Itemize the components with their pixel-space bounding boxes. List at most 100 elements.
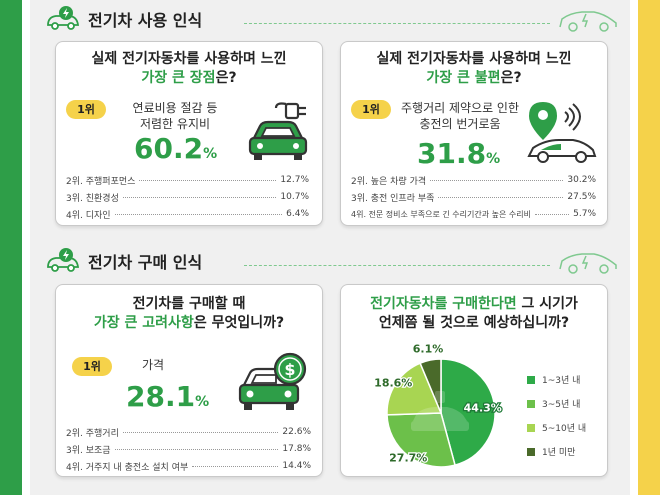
section-rule [244, 265, 550, 266]
rank-label: 4위. 전문 정비소 부족으로 긴 수리기간과 높은 수리비 [351, 209, 531, 219]
ev-car-plug-icon [248, 102, 308, 160]
car-watermark-icon [411, 391, 469, 431]
rank-badge: 1위 [66, 100, 106, 119]
right-edge-bar [638, 0, 660, 495]
dot-leader [122, 196, 277, 198]
section-purchase-title: 전기차 구매 인식 [88, 253, 203, 272]
legend-swatch [527, 399, 535, 408]
disadvantage-top-label-line2: 충전의 번거로움 [419, 117, 501, 131]
ev-charging-car-icon [47, 6, 80, 30]
consideration-top-label: 가격 [142, 358, 165, 372]
rank-label: 2위. 높은 차량 가격 [351, 176, 427, 187]
advantage-top-label: 연료비용 절감 등 저렴한 유지비 [116, 100, 234, 132]
consideration-question: 전기차를 구매할 때 가장 큰 고려사항은 무엇입니까? [56, 295, 322, 333]
rank-value: 14.4% [282, 461, 311, 471]
rank-label: 2위. 주행거리 [66, 428, 119, 439]
rank-label: 3위. 친환경성 [66, 193, 119, 204]
timing-question-rest: 그 시기가 [516, 296, 578, 312]
advantage-unit: % [203, 146, 218, 162]
list-item: 4위. 거주지 내 충전소 설치 여부 14.4% [66, 459, 311, 473]
legend-swatch [527, 375, 535, 384]
disadvantage-question-end: 은? [500, 70, 522, 86]
legend-item: 1~3년 내 [527, 373, 580, 386]
pie-slice [386, 412, 456, 468]
rank-value: 30.2% [567, 175, 596, 185]
ev-charging-car-icon [47, 248, 80, 272]
legend-swatch [527, 447, 535, 456]
list-item: 4위. 디자인 6.4% [66, 207, 309, 221]
legend-item: 3~5년 내 [527, 397, 580, 410]
pie-data-label: 6.1% [413, 342, 444, 355]
disadvantage-top-value: 31.8% [417, 137, 500, 170]
pie-data-label: 44.3% [464, 401, 502, 414]
disadvantage-question: 실제 전기자동차를 사용하며 느낀 가장 큰 불편은? [341, 50, 607, 88]
section-usage-title: 전기차 사용 인식 [88, 11, 203, 30]
legend-label: 1~3년 내 [542, 376, 581, 386]
section-usage-header: 전기차 사용 인식 [44, 3, 620, 37]
advantage-question-line2: 가장 큰 장점은? [56, 69, 322, 88]
rank-label: 4위. 거주지 내 충전소 설치 여부 [66, 462, 189, 473]
card-disadvantage: 실제 전기자동차를 사용하며 느낀 가장 큰 불편은? 1위 주행거리 제약으로… [340, 41, 608, 226]
consideration-top-value: 28.1% [126, 380, 209, 413]
dollar-car-icon: $ [238, 352, 307, 410]
rank-badge: 1위 [72, 357, 112, 376]
rank-value: 5.7% [573, 209, 596, 219]
card-consideration: 전기차를 구매할 때 가장 큰 고려사항은 무엇입니까? 1위 가격 28.1%… [55, 284, 323, 477]
list-item: 4위. 전문 정비소 부족으로 긴 수리기간과 높은 수리비 5.7% [351, 207, 596, 221]
rank-badge: 1위 [351, 100, 391, 119]
svg-text:$: $ [284, 360, 295, 379]
disadvantage-top-label-line1: 주행거리 제약으로 인한 [400, 101, 520, 115]
legend-swatch [527, 423, 535, 432]
car-outline-icon [559, 11, 617, 32]
dot-leader [114, 213, 283, 215]
list-item: 2위. 주행거리 22.6% [66, 425, 311, 439]
advantage-top-label-line2: 저렴한 유지비 [139, 117, 211, 131]
dot-leader [114, 448, 279, 450]
timing-question: 전기자동차를 구매한다면 그 시기가 언제쯤 될 것으로 예상하십니까? [341, 295, 607, 333]
disadvantage-unit: % [486, 151, 501, 167]
disadvantage-highlight: 가장 큰 불편 [426, 70, 501, 86]
timing-question-line2: 언제쯤 될 것으로 예상하십니까? [378, 315, 570, 331]
list-item: 3위. 충전 인프라 부족 27.5% [351, 190, 596, 204]
rank-value: 17.8% [282, 444, 311, 454]
disadvantage-question-line2: 가장 큰 불편은? [341, 69, 607, 88]
card-timing: 전기자동차를 구매한다면 그 시기가 언제쯤 될 것으로 예상하십니까? 44.… [340, 284, 608, 477]
advantage-rank-list: 2위. 주행퍼포먼스 12.7% 3위. 친환경성 10.7% 4위. 디자인 6.4… [66, 173, 309, 223]
legend-label: 5~10년 내 [542, 424, 587, 434]
rank-value: 22.6% [282, 427, 311, 437]
list-item: 2위. 주행퍼포먼스 12.7% [66, 173, 309, 187]
section-rule [244, 23, 550, 24]
legend-item: 5~10년 내 [527, 421, 586, 434]
pie-slice [419, 358, 442, 414]
disadvantage-question-line1: 실제 전기자동차를 사용하며 느낀 [376, 51, 572, 67]
advantage-question: 실제 전기자동차를 사용하며 느낀 가장 큰 장점은? [56, 50, 322, 88]
consideration-rank-list: 2위. 주행거리 22.6% 3위. 보조금 17.8% 4위. 거주지 내 충전소… [66, 425, 311, 475]
car-outline-icon [559, 253, 617, 274]
consideration-top-number: 28.1 [126, 380, 196, 413]
list-item: 3위. 보조금 17.8% [66, 442, 311, 456]
legend-label: 1년 미만 [542, 448, 576, 458]
dot-leader [192, 465, 279, 467]
timing-pie-chart: 44.3% 27.7% 18.6% 6.1% [373, 341, 503, 468]
pie-data-label: 18.6% [374, 376, 412, 389]
consideration-question-line1: 전기차를 구매할 때 [132, 296, 246, 312]
pie-slice [386, 362, 443, 416]
card-advantage: 실제 전기자동차를 사용하며 느낀 가장 큰 장점은? 1위 연료비용 절감 등… [55, 41, 323, 226]
left-edge-bar [0, 0, 22, 495]
dot-leader [535, 213, 570, 215]
pie-slice [440, 358, 496, 467]
timing-question-line1: 전기자동차를 구매한다면 그 시기가 [341, 295, 607, 314]
list-item: 3위. 친환경성 10.7% [66, 190, 309, 204]
consideration-highlight: 가장 큰 고려사항 [93, 315, 194, 331]
location-pin-car-icon [527, 102, 597, 163]
list-item: 2위. 높은 차량 가격 30.2% [351, 173, 596, 187]
dot-leader [430, 179, 564, 181]
legend-label: 3~5년 내 [542, 400, 581, 410]
consideration-question-line2: 가장 큰 고려사항은 무엇입니까? [56, 314, 322, 333]
pie-data-label: 27.7% [389, 451, 427, 464]
consideration-question-end: 은 무엇입니까? [193, 315, 285, 331]
consideration-unit: % [195, 394, 210, 410]
dot-leader [122, 431, 279, 433]
advantage-top-value: 60.2% [134, 132, 217, 165]
rank-label: 3위. 보조금 [66, 445, 111, 456]
